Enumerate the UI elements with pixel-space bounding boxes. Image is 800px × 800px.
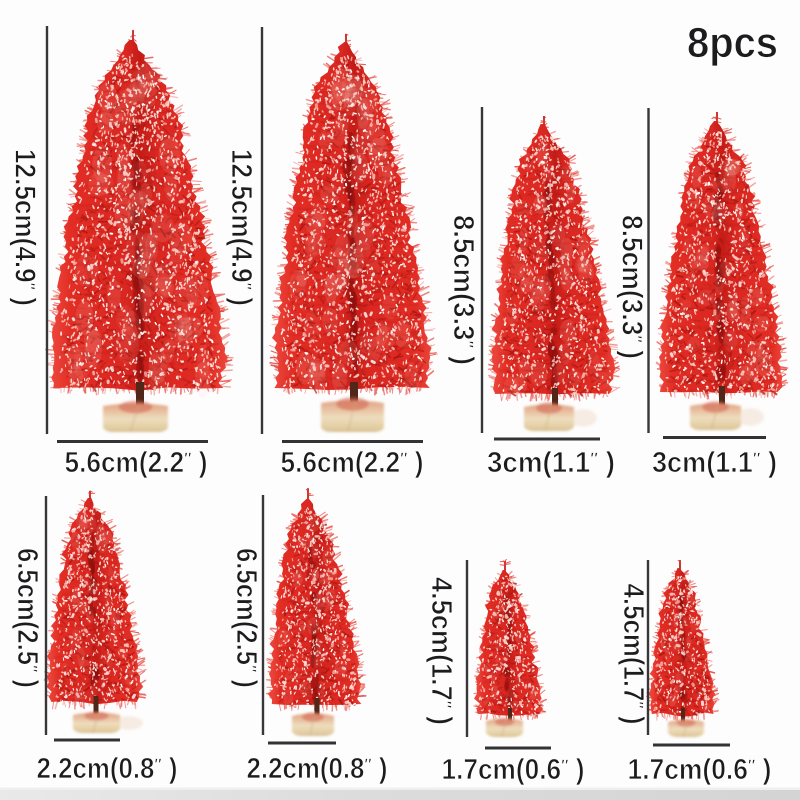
svg-text:1.7cm(0.6″ ): 1.7cm(0.6″ ) [442, 754, 585, 786]
svg-text:4.5cm(1.7″ ): 4.5cm(1.7″ ) [617, 584, 649, 725]
svg-text:4.5cm(1.7″ ): 4.5cm(1.7″ ) [425, 577, 457, 725]
svg-text:2.2cm(0.8″ ): 2.2cm(0.8″ ) [247, 753, 388, 785]
svg-text:8.5cm(3.3″ ): 8.5cm(3.3″ ) [447, 215, 479, 365]
svg-text:5.6cm(2.2″ ): 5.6cm(2.2″ ) [281, 447, 424, 479]
svg-text:12.5cm(4.9″ ): 12.5cm(4.9″ ) [9, 149, 41, 306]
svg-text:2.2cm(0.8″ ): 2.2cm(0.8″ ) [37, 753, 178, 785]
svg-text:12.5cm(4.9″ ): 12.5cm(4.9″ ) [225, 149, 257, 306]
svg-text:6.5cm(2.5″ ): 6.5cm(2.5″ ) [230, 548, 262, 688]
svg-text:6.5cm(2.5″ ): 6.5cm(2.5″ ) [11, 548, 43, 688]
svg-text:8.5cm(3.3″ ): 8.5cm(3.3″ ) [616, 215, 648, 359]
svg-text:1.7cm(0.6″ ): 1.7cm(0.6″ ) [628, 754, 772, 786]
svg-text:5.6cm(2.2″ ): 5.6cm(2.2″ ) [65, 447, 208, 479]
svg-text:8pcs: 8pcs [687, 19, 778, 67]
